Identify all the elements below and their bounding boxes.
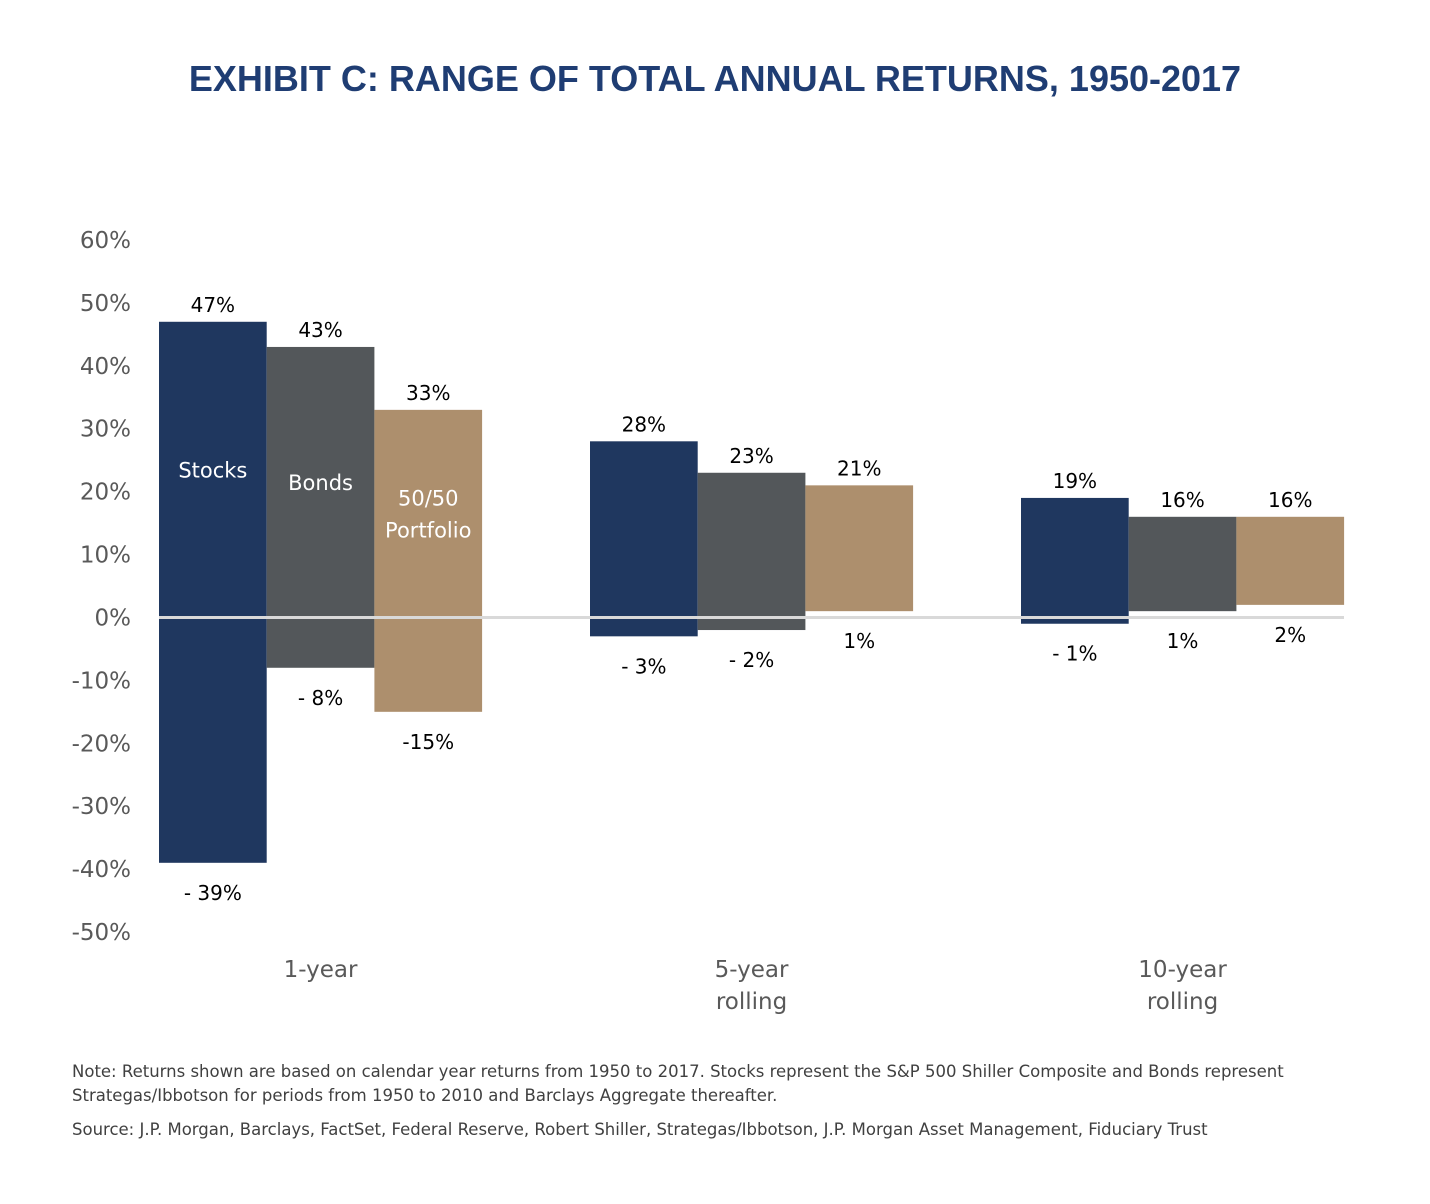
y-tick-label: -40%: [72, 857, 131, 883]
bar-high-label: 47%: [191, 293, 235, 317]
bar-high-label: 23%: [729, 444, 773, 468]
bar-low-label: - 1%: [1052, 642, 1097, 666]
bar-low-label: 1%: [1167, 629, 1199, 653]
x-category-label: 10-year: [1138, 957, 1227, 983]
bar-low-label: 2%: [1274, 623, 1306, 647]
y-tick-label: -30%: [72, 794, 131, 820]
bar-bonds-2: [697, 472, 806, 631]
bar-low-label: - 8%: [298, 686, 343, 710]
bar-low-label: -15%: [402, 730, 454, 754]
y-tick-label: 60%: [80, 228, 131, 254]
y-tick-label: 50%: [80, 291, 131, 317]
y-tick-label: 20%: [80, 480, 131, 506]
bar-high-label: 33%: [406, 381, 450, 405]
series-name-label: Bonds: [288, 471, 353, 495]
range-bar-chart: 60% 50% 40% 30% 20% 10% 0% -10% -20% -30% -40% -50%…: [72, 228, 1345, 1015]
y-axis: 60% 50% 40% 30% 20% 10% 0% -10% -20% -30% -40% -50%: [72, 228, 131, 946]
y-tick-label: 30%: [80, 417, 131, 443]
bar-bonds-1: [266, 346, 375, 668]
series-name-label: Stocks: [178, 459, 247, 483]
series-name-label: 50/50: [398, 487, 459, 511]
x-category-label: rolling: [716, 989, 787, 1015]
y-tick-label: 40%: [80, 354, 131, 380]
x-category-label: rolling: [1147, 989, 1218, 1015]
x-axis: 1-year 5-year rolling 10-year rolling: [284, 957, 1228, 1015]
bar-50-50-portfolio-1: [374, 409, 483, 712]
bar-stocks-1: [159, 321, 267, 863]
chart-source: Source: J.P. Morgan, Barclays, FactSet, …: [72, 1120, 1208, 1139]
chart-title: EXHIBIT C: RANGE OF TOTAL ANNUAL RETURNS…: [188, 58, 1242, 99]
bar-low-label: - 3%: [621, 654, 666, 678]
bar-50-50-portfolio-3: [1236, 516, 1345, 605]
bars: [159, 321, 1345, 863]
bar-low-label: - 39%: [184, 881, 242, 905]
y-tick-label: -10%: [72, 668, 131, 694]
bar-stocks-3: [1021, 497, 1129, 624]
y-tick-label: -20%: [72, 731, 131, 757]
x-category-label: 1-year: [284, 957, 358, 983]
bar-high-label: 16%: [1160, 488, 1204, 512]
y-tick-label: -50%: [72, 920, 131, 946]
bar-high-label: 16%: [1268, 488, 1312, 512]
bar-high-label: 28%: [622, 412, 666, 436]
bar-stocks-2: [590, 441, 698, 637]
value-labels: 47% - 39% Stocks 28% - 3% 19% - 1% 43% - 8% Bonds…: [178, 293, 1312, 905]
series-name-label: Portfolio: [385, 519, 471, 543]
y-tick-label: 0%: [95, 605, 132, 631]
bar-50-50-portfolio-2: [805, 485, 914, 612]
bar-high-label: 21%: [837, 456, 881, 480]
bar-low-label: - 2%: [729, 648, 774, 672]
bar-bonds-3: [1128, 516, 1237, 612]
bar-high-label: 43%: [298, 318, 342, 342]
bar-low-label: 1%: [843, 629, 875, 653]
chart-note: Note: Returns shown are based on calenda…: [72, 1062, 1284, 1105]
bar-high-label: 19%: [1053, 469, 1097, 493]
x-category-label: 5-year: [715, 957, 789, 983]
y-tick-label: 10%: [80, 543, 131, 569]
